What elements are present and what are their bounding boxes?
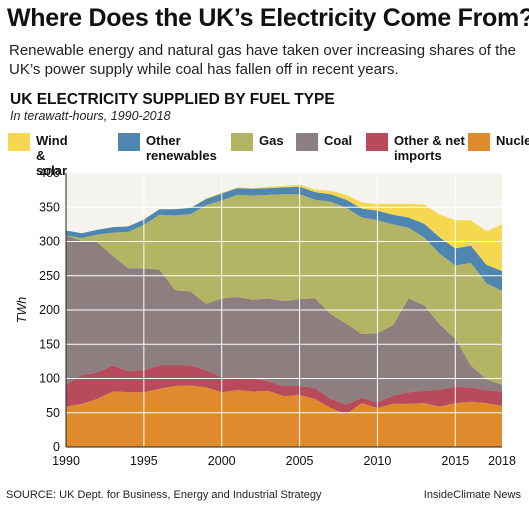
area-other-renewables — [66, 186, 502, 291]
x-tick-label-2010: 2010 — [364, 454, 392, 468]
x-tick-label-2005: 2005 — [286, 454, 314, 468]
y-tick-label-0: 0 — [53, 440, 60, 454]
source-note: SOURCE: UK Dept. for Business, Energy an… — [6, 489, 322, 501]
publisher-credit: InsideClimate News — [423, 489, 521, 501]
page-title: Where Does the UK’s Electricity Come Fro… — [7, 4, 529, 32]
x-tick-label-1990: 1990 — [52, 454, 80, 468]
legend-label-nuclear: Nuclear — [496, 133, 529, 148]
y-tick-label-100: 100 — [39, 372, 60, 386]
legend-swatch-other-renewables — [118, 133, 140, 151]
legend-swatch-nuclear — [468, 133, 490, 151]
legend-swatch-other-imports — [366, 133, 388, 151]
legend-label-other-renewables: Other renewables — [146, 133, 217, 163]
y-tick-label-300: 300 — [39, 235, 60, 249]
area-coal — [66, 235, 502, 405]
x-tick-label-2018: 2018 — [488, 454, 516, 468]
y-tick-label-50: 50 — [46, 406, 60, 420]
page-subtitle: Renewable energy and natural gas have ta… — [9, 42, 516, 78]
area-nuclear — [66, 385, 502, 447]
legend-swatch-coal — [296, 133, 318, 151]
y-tick-label-400: 400 — [39, 166, 60, 180]
y-tick-label-200: 200 — [39, 303, 60, 317]
legend-swatch-gas — [231, 133, 253, 151]
x-tick-label-2000: 2000 — [208, 454, 236, 468]
area-wind-solar — [66, 184, 502, 271]
y-tick-label-350: 350 — [39, 200, 60, 214]
y-tick-label-150: 150 — [39, 337, 60, 351]
y-axis-label: TWh — [15, 297, 29, 323]
legend-label-wind-solar: Wind & solar — [36, 133, 68, 178]
chart-title: UK ELECTRICITY SUPPLIED BY FUEL TYPE — [10, 91, 335, 108]
area-other-net-imports — [66, 365, 502, 415]
x-tick-label-1995: 1995 — [130, 454, 158, 468]
y-tick-label-250: 250 — [39, 269, 60, 283]
legend-label-coal: Coal — [324, 133, 353, 148]
chart-subtitle: In terawatt-hours, 1990-2018 — [10, 109, 171, 123]
legend-swatch-wind-solar — [8, 133, 30, 151]
x-tick-label-2015: 2015 — [441, 454, 469, 468]
legend-label-gas: Gas — [259, 133, 284, 148]
legend-label-other-imports: Other & net imports — [394, 133, 465, 163]
